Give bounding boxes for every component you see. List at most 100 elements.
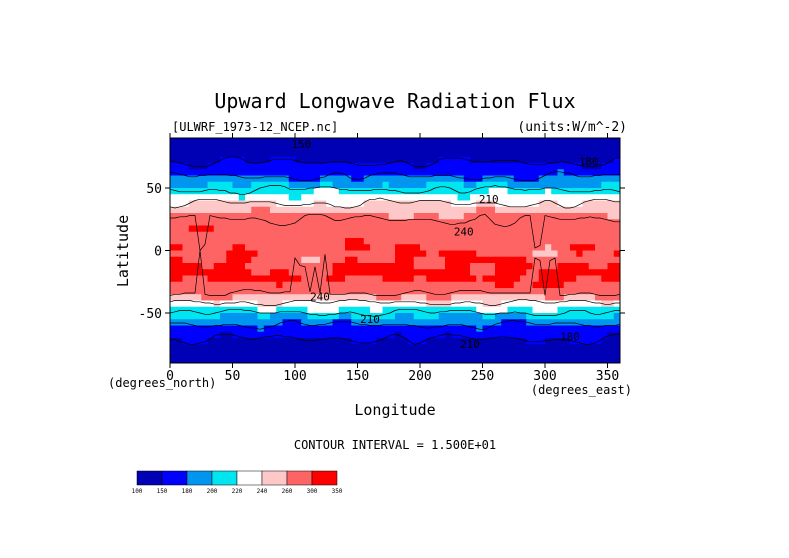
heatmap-cell <box>388 250 396 258</box>
heatmap-cell <box>295 206 302 214</box>
heatmap-cell <box>588 306 596 314</box>
heatmap-cell <box>513 225 521 233</box>
heatmap-cell <box>357 350 365 358</box>
heatmap-cell <box>495 169 502 177</box>
heatmap-cell <box>295 144 302 152</box>
heatmap-cell <box>295 344 302 352</box>
heatmap-cell <box>463 138 471 145</box>
heatmap-cell <box>182 200 190 208</box>
heatmap-cell <box>501 188 509 195</box>
heatmap-cell <box>526 256 534 264</box>
heatmap-cell <box>388 344 396 352</box>
heatmap-cell <box>576 169 584 177</box>
heatmap-cell <box>195 169 202 177</box>
heatmap-cell <box>413 194 421 202</box>
heatmap-cell <box>495 313 502 320</box>
heatmap-cell <box>276 281 284 289</box>
heatmap-cell <box>345 300 352 308</box>
heatmap-cell <box>307 219 315 227</box>
heatmap-cell <box>276 244 284 252</box>
heatmap-cell <box>557 200 565 208</box>
heatmap-cell <box>188 144 196 152</box>
heatmap-cell <box>557 181 565 189</box>
heatmap-cell <box>288 194 296 202</box>
heatmap-cell <box>538 206 546 214</box>
heatmap-cell <box>170 269 177 277</box>
y-tick-label: -50 <box>139 307 162 322</box>
y-axis: 500-50 <box>139 182 625 322</box>
heatmap-cell <box>557 156 565 164</box>
heatmap-cell <box>532 350 540 358</box>
heatmap-cell <box>420 238 427 245</box>
heatmap-cell <box>463 206 471 214</box>
heatmap-cell <box>532 319 540 327</box>
heatmap-cell <box>426 269 434 277</box>
heatmap-cell <box>320 350 327 358</box>
heatmap-cell <box>595 206 602 214</box>
heatmap-cell <box>545 319 552 327</box>
heatmap-cell <box>188 294 196 302</box>
heatmap-cell <box>557 206 565 214</box>
heatmap-cell <box>270 288 277 295</box>
heatmap-cell <box>245 338 252 345</box>
heatmap-cell <box>376 138 384 145</box>
heatmap-cell <box>426 225 434 233</box>
heatmap-cell <box>245 331 252 339</box>
heatmap-cell <box>326 138 334 145</box>
heatmap-cell <box>476 344 484 352</box>
heatmap-cell <box>338 144 346 152</box>
heatmap-cell <box>295 313 302 320</box>
heatmap-cell <box>220 313 227 320</box>
heatmap-cell <box>207 344 215 352</box>
heatmap-cell <box>345 313 352 320</box>
heatmap-cell <box>476 138 484 145</box>
heatmap-cell <box>282 269 290 277</box>
heatmap-cell <box>570 206 577 214</box>
heatmap-cell <box>382 325 390 333</box>
heatmap-cell <box>413 281 421 289</box>
heatmap-cell <box>451 231 459 239</box>
heatmap-cell <box>613 250 620 258</box>
heatmap-cell <box>438 338 446 345</box>
heatmap-cell <box>332 250 340 258</box>
heatmap-cell <box>520 169 527 177</box>
heatmap-cell <box>351 150 359 158</box>
heatmap-cell <box>238 138 246 145</box>
heatmap-cell <box>570 194 577 202</box>
heatmap-cell <box>420 219 427 227</box>
heatmap-cell <box>320 231 327 239</box>
heatmap-cell <box>232 225 240 233</box>
heatmap-cell <box>307 156 315 164</box>
heatmap-cell <box>557 325 565 333</box>
heatmap-cell <box>451 206 459 214</box>
heatmap-cell <box>270 138 277 145</box>
heatmap-cell <box>326 156 334 164</box>
heatmap-cell <box>538 144 546 152</box>
heatmap-cell <box>370 206 377 214</box>
heatmap-cell <box>495 275 502 283</box>
heatmap-cell <box>257 331 265 339</box>
heatmap-cell <box>420 250 427 258</box>
heatmap-cell <box>470 138 477 145</box>
heatmap-cell <box>282 356 290 363</box>
heatmap-cell <box>395 263 402 270</box>
heatmap-cell <box>595 350 602 358</box>
heatmap-cell <box>382 175 390 183</box>
heatmap-cell <box>501 356 509 363</box>
heatmap-cell <box>201 200 209 208</box>
heatmap-cell <box>288 356 296 363</box>
heatmap-cell <box>576 281 584 289</box>
heatmap-cell <box>245 163 252 170</box>
heatmap-cell <box>445 344 452 352</box>
heatmap-cell <box>345 150 352 158</box>
heatmap-cell <box>420 169 427 177</box>
heatmap-cell <box>563 356 571 363</box>
heatmap-cell <box>595 356 602 363</box>
heatmap-cell <box>270 144 277 152</box>
heatmap-cell <box>476 244 484 252</box>
heatmap-cell <box>588 181 596 189</box>
heatmap-cell <box>326 144 334 152</box>
heatmap-cell <box>551 350 559 358</box>
heatmap-cell <box>238 294 246 302</box>
heatmap-cell <box>563 194 571 202</box>
